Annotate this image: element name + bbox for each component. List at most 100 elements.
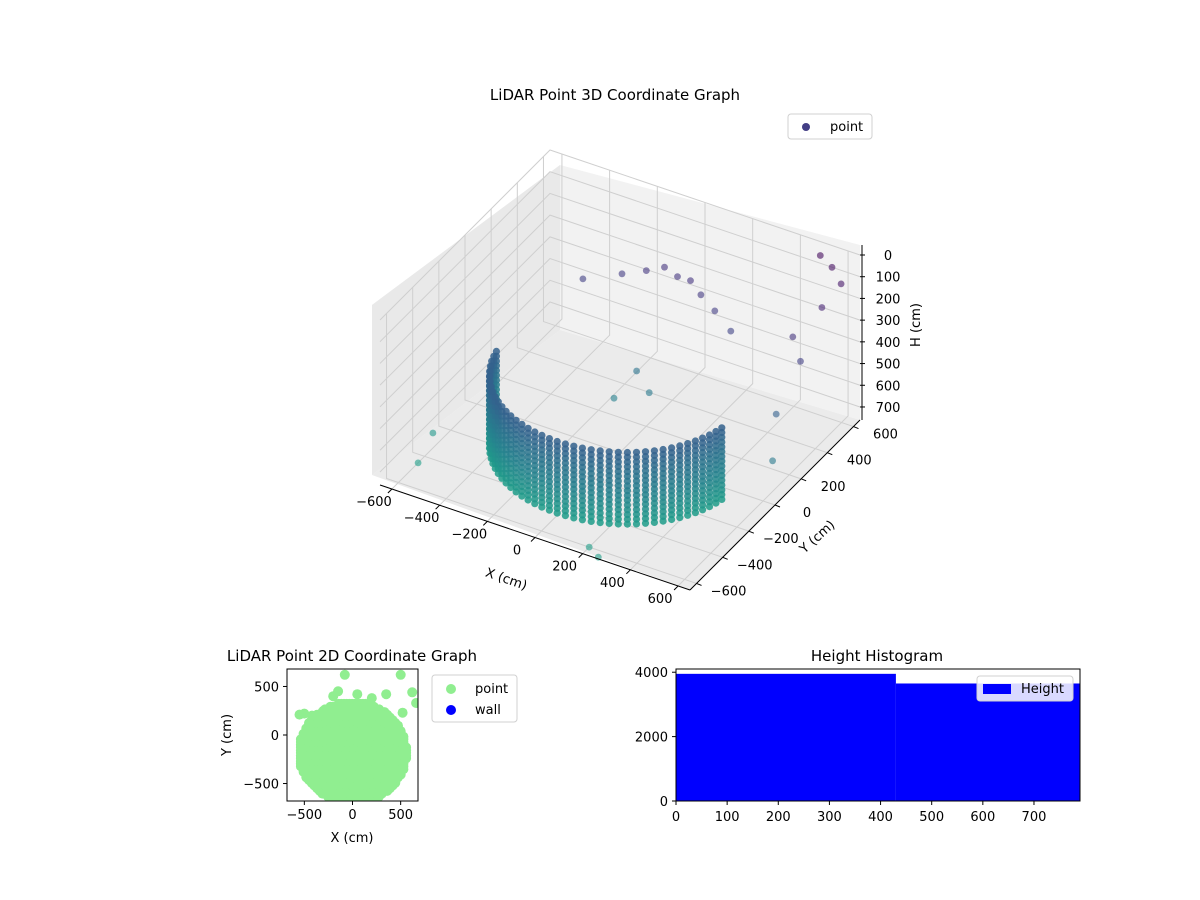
x-axis-label-3d: X (cm) xyxy=(483,566,529,594)
scatter-point-3d xyxy=(772,410,780,418)
h-tick-label-3d: 600 xyxy=(876,379,901,394)
scatter-point-2d xyxy=(398,731,409,742)
histogram-bars xyxy=(676,673,1080,801)
legend-2d-point-marker xyxy=(446,684,456,694)
x-tick-label-histogram: 700 xyxy=(1022,810,1047,825)
grid-line-h xyxy=(379,171,861,343)
grid-line-h xyxy=(379,236,861,408)
legend-histogram: Height xyxy=(976,675,1074,702)
scatter-point-2d xyxy=(352,689,363,700)
z-axis-label-3d: H (cm) xyxy=(909,303,924,347)
y-tick-label-3d: −200 xyxy=(763,532,799,547)
wall-point xyxy=(524,424,532,432)
x-tick-label-histogram: 100 xyxy=(715,810,740,825)
grid-line-h xyxy=(379,257,861,429)
x-tick-3d xyxy=(578,553,584,559)
scatter-point-2d xyxy=(333,686,344,697)
ticks-3d: −600 −400 −200 0 200 400 600 −600 −400 −200 0 200 40… xyxy=(356,249,900,607)
x-axis-label-2d: X (cm) xyxy=(331,831,374,846)
legend-histogram-label: Height xyxy=(1021,682,1064,697)
y-tick-label-3d: 0 xyxy=(803,506,811,521)
wall-point xyxy=(699,434,707,442)
legend-2d-wall-marker xyxy=(446,705,456,715)
h-tick-label-3d: 400 xyxy=(876,336,901,351)
x-tick-label-2d: −500 xyxy=(286,808,322,823)
y-tick-3d xyxy=(853,426,859,430)
scatter-point-3d xyxy=(579,275,587,283)
x-tick-label-histogram: 200 xyxy=(766,810,791,825)
legend-3d: point xyxy=(787,113,873,140)
scatter-point-2d xyxy=(299,708,310,719)
y-tick-label-2d: −500 xyxy=(243,778,279,793)
x-tick-3d xyxy=(673,585,679,591)
scatter-point-3d xyxy=(610,394,618,402)
scatter-point-2d xyxy=(397,707,408,718)
wall-points-3d xyxy=(485,347,726,528)
legend-histogram-swatch xyxy=(983,684,1011,694)
y-tick-3d xyxy=(722,556,728,560)
scatter-point-3d xyxy=(594,553,602,561)
x-tick-label-3d: −400 xyxy=(404,511,440,526)
ticks-2d: −500 0 500 −500 0 500 xyxy=(243,680,413,823)
legend-3d-label: point xyxy=(830,120,863,135)
wall-point xyxy=(531,428,539,436)
scatter-point-2d xyxy=(411,698,418,708)
x-tick-label-3d: 400 xyxy=(600,576,625,591)
chart-histogram: Height Histogram 0 100 200 300 400 500 600 7000… xyxy=(635,647,1081,825)
y-tick-label-histogram: 4000 xyxy=(635,666,668,681)
x-tick-label-histogram: 300 xyxy=(817,810,842,825)
chart-2d-title: LiDAR Point 2D Coordinate Graph xyxy=(227,647,477,665)
chart-3d-title: LiDAR Point 3D Coordinate Graph xyxy=(490,86,740,104)
x-tick-label-3d: 200 xyxy=(552,560,577,575)
wall-point xyxy=(518,420,526,428)
wall-point xyxy=(641,448,650,456)
scatter-point-2d xyxy=(339,669,350,680)
scatter-point-3d xyxy=(429,429,437,437)
wall-point xyxy=(705,431,714,439)
scatter-point-3d xyxy=(661,263,668,271)
scatter-point-3d xyxy=(797,357,804,365)
y-tick-label-3d: −400 xyxy=(737,558,773,573)
grid-line-h xyxy=(379,214,861,386)
scatter-point-2d xyxy=(381,689,392,700)
x-tick-3d xyxy=(387,488,393,494)
x-tick-3d xyxy=(482,520,488,526)
x-tick-label-3d: −600 xyxy=(356,495,392,510)
scatter-point-3d xyxy=(674,273,681,280)
scatter-point-3d xyxy=(642,267,650,274)
pane-left xyxy=(372,165,560,475)
y-tick-label-3d: −600 xyxy=(711,584,747,599)
wall-point xyxy=(691,437,700,445)
scatter-point-3d xyxy=(711,307,719,315)
x-tick-label-3d: 0 xyxy=(513,544,521,559)
plot-frame-histogram xyxy=(675,668,1081,802)
wall-point xyxy=(553,437,561,446)
scatter-point-3d xyxy=(828,263,836,271)
scatter-point-3d xyxy=(585,543,593,551)
scatter-point-2d xyxy=(395,669,406,680)
scatter-points-3d xyxy=(414,252,845,561)
legend-2d: point wall xyxy=(431,674,518,723)
x-tick-3d xyxy=(435,504,440,510)
wall-point xyxy=(659,445,667,454)
y-tick-label-2d: 0 xyxy=(271,729,279,744)
y-tick-label-histogram: 0 xyxy=(660,795,668,810)
grid-line-x xyxy=(391,154,563,490)
wall-point xyxy=(676,442,684,450)
h-tick-label-3d: 500 xyxy=(876,358,901,373)
h-tick-label-3d: 200 xyxy=(876,292,901,307)
legend-3d-box xyxy=(787,113,873,140)
y-tick-3d xyxy=(696,582,702,586)
x-tick-label-3d: −200 xyxy=(451,527,487,542)
scatter-point-3d xyxy=(837,280,845,288)
wall-point xyxy=(605,448,613,456)
x-tick-3d xyxy=(530,537,536,542)
y-tick-3d xyxy=(748,530,755,534)
x-tick-label-histogram: 400 xyxy=(868,810,893,825)
y-tick-3d xyxy=(774,504,781,508)
histogram-bar xyxy=(676,673,896,801)
h-tick-label-3d: 700 xyxy=(876,401,901,416)
scatter-point-3d xyxy=(618,270,626,278)
scatter-point-3d xyxy=(414,459,422,467)
wall-point xyxy=(684,440,692,448)
